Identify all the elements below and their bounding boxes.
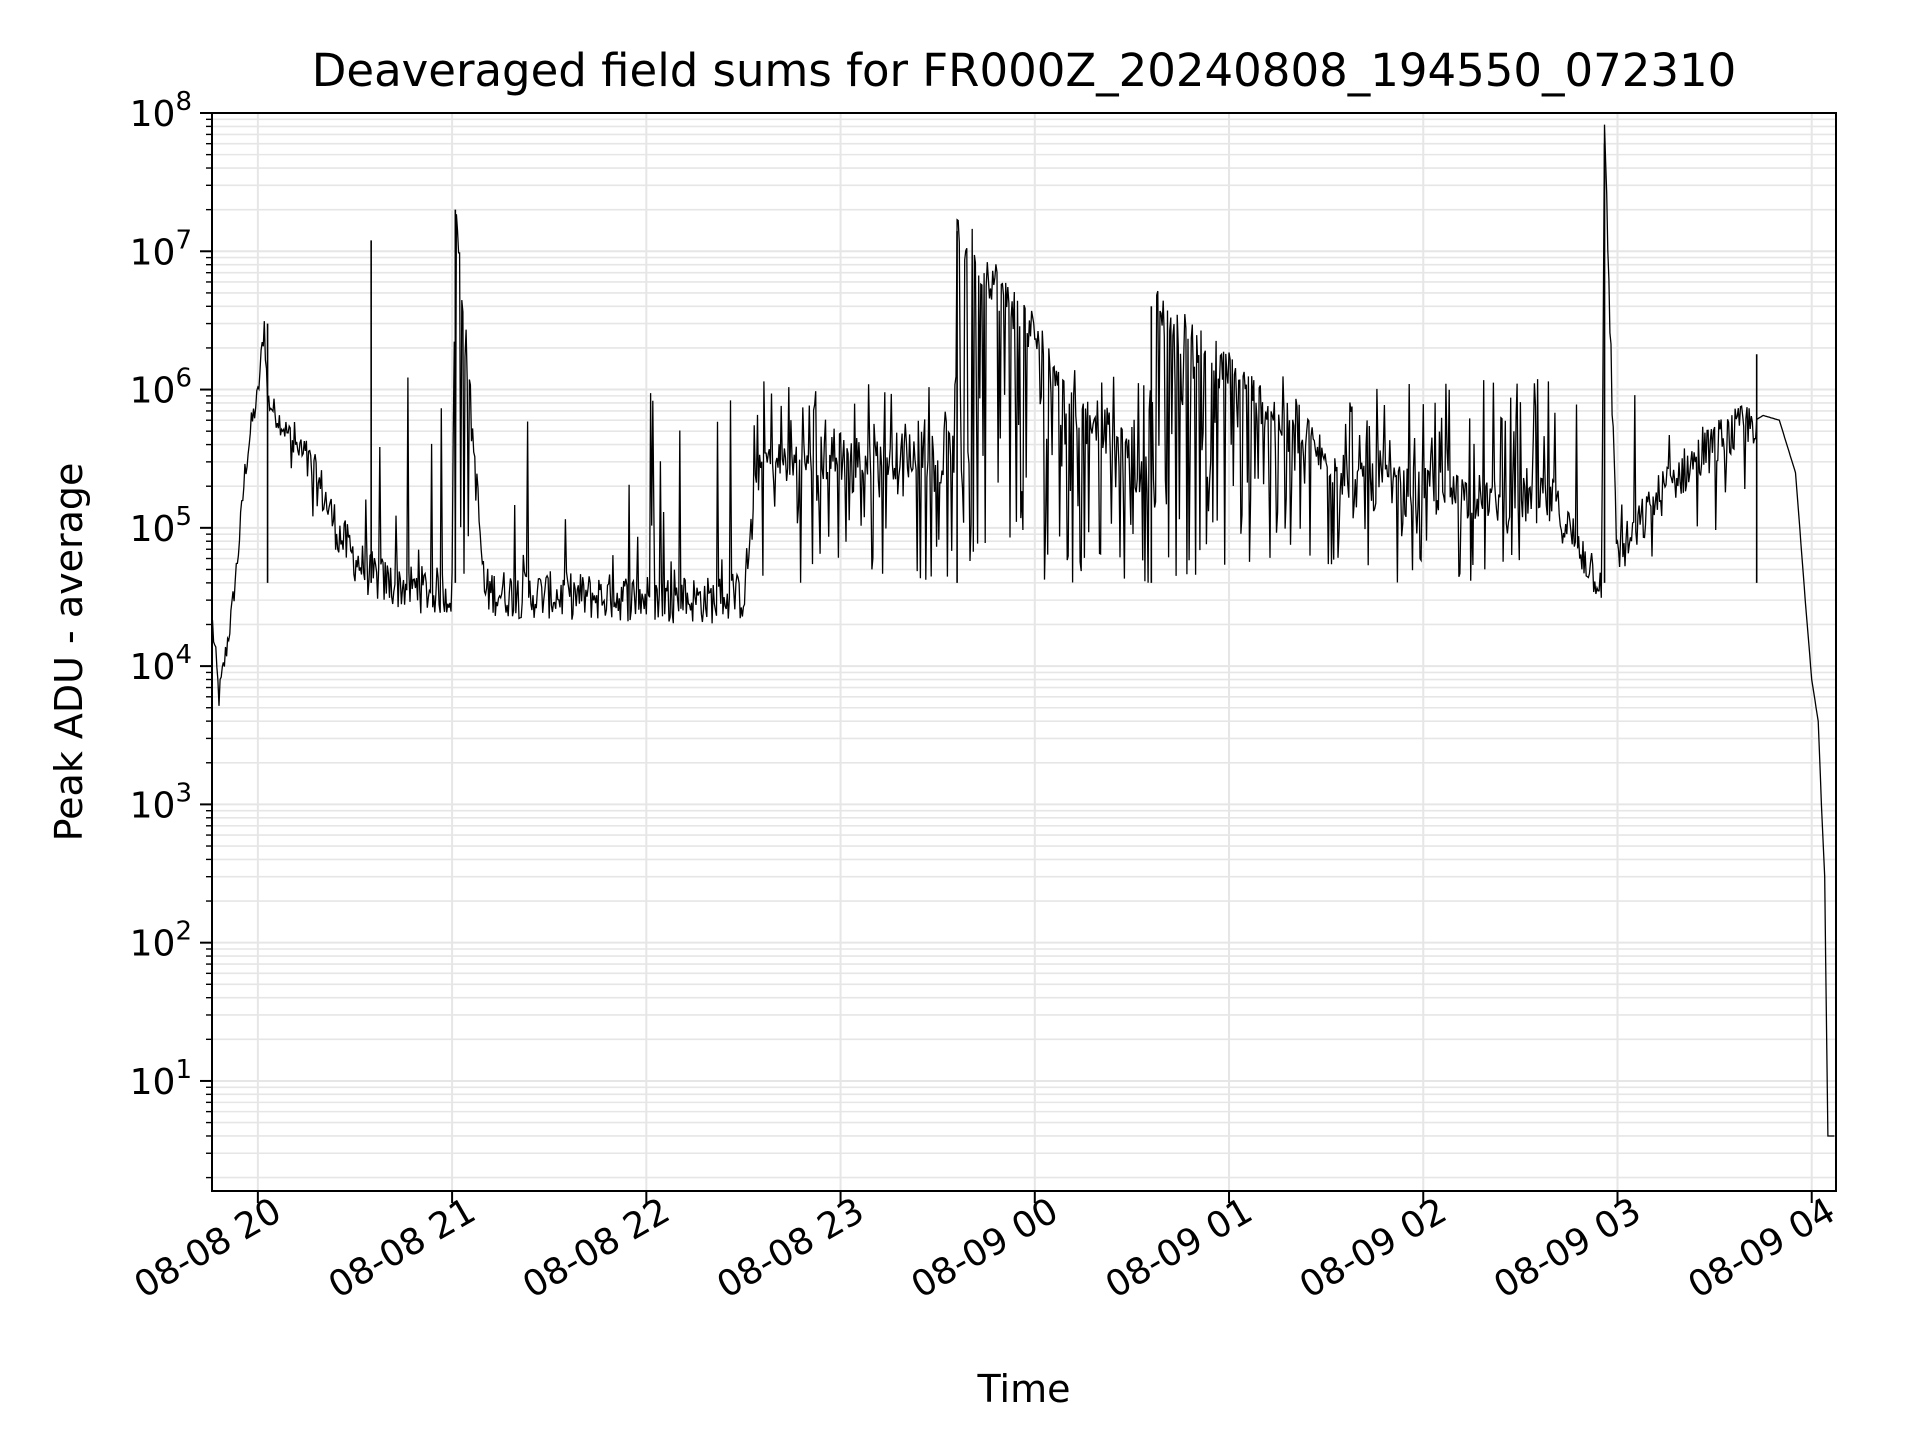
x-tick-label: 08-09 01 bbox=[1099, 1190, 1260, 1306]
x-tick-label: 08-08 21 bbox=[322, 1190, 483, 1306]
y-tick-label: 102 bbox=[130, 917, 192, 965]
x-tick-label: 08-09 00 bbox=[905, 1190, 1066, 1306]
y-axis-label: Peak ADU - average bbox=[47, 463, 91, 842]
y-tick-label: 101 bbox=[130, 1055, 192, 1103]
grid bbox=[212, 112, 1836, 1191]
plot-frame bbox=[211, 112, 1837, 1192]
y-tick-label: 107 bbox=[130, 225, 192, 273]
x-tick-label: 08-08 20 bbox=[128, 1190, 289, 1306]
x-axis-label: Time bbox=[977, 1367, 1071, 1411]
y-tick-label: 103 bbox=[130, 778, 192, 826]
x-tick-label: 08-08 23 bbox=[710, 1190, 871, 1306]
y-axis: 101 102 103 104 105 106 107 108 bbox=[130, 87, 212, 1179]
x-tick-label: 08-09 02 bbox=[1293, 1190, 1454, 1306]
y-tick-label: 106 bbox=[130, 364, 192, 412]
x-axis: 08-08 20 08-08 21 08-08 22 08-08 23 08-09 00… bbox=[128, 1190, 1843, 1306]
chart-title: Deaveraged field sums for FR000Z_2024080… bbox=[312, 44, 1737, 97]
x-tick-label: 08-09 04 bbox=[1682, 1190, 1843, 1306]
x-tick-label: 08-08 22 bbox=[516, 1190, 677, 1306]
data-area bbox=[211, 124, 1835, 1137]
x-tick-label: 08-09 03 bbox=[1487, 1190, 1648, 1306]
y-tick-label: 108 bbox=[130, 87, 192, 135]
series-line bbox=[211, 124, 1835, 1137]
y-tick-label: 105 bbox=[130, 502, 192, 550]
y-tick-label: 104 bbox=[130, 640, 192, 688]
